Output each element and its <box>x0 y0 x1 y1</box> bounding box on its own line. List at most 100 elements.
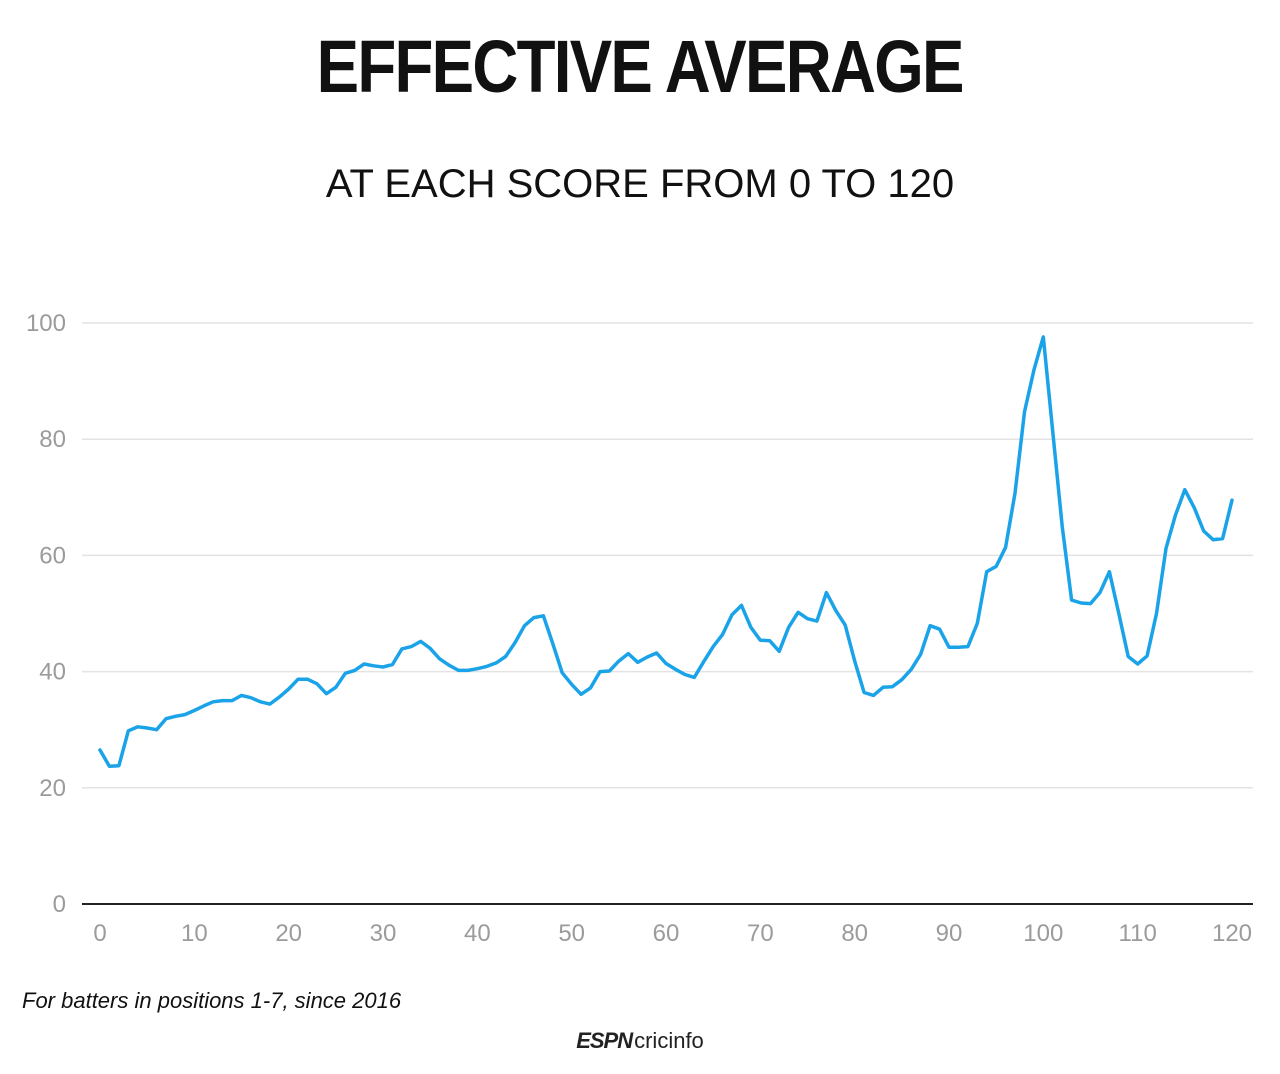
logo-cricinfo: cricinfo <box>634 1028 704 1053</box>
data-point-107 <box>1108 570 1111 573</box>
data-point-6 <box>155 728 158 731</box>
espncricinfo-logo: ESPNcricinfo <box>0 1028 1280 1054</box>
data-point-85 <box>900 678 903 681</box>
data-point-54 <box>608 670 611 673</box>
data-point-49 <box>561 671 564 674</box>
data-point-67 <box>731 613 734 616</box>
x-tick-label-50: 50 <box>558 920 585 947</box>
x-tick-label-40: 40 <box>464 920 491 947</box>
data-point-0 <box>99 749 102 752</box>
data-point-29 <box>372 664 375 667</box>
x-tick-label-60: 60 <box>653 920 680 947</box>
data-point-27 <box>353 669 356 672</box>
data-point-106 <box>1098 591 1101 594</box>
data-point-96 <box>1004 546 1007 549</box>
data-point-48 <box>551 642 554 645</box>
data-point-120 <box>1231 499 1234 502</box>
y-tick-label-60: 60 <box>39 542 66 569</box>
data-point-65 <box>712 645 715 648</box>
data-point-19 <box>278 696 281 699</box>
x-tick-label-90: 90 <box>936 920 963 947</box>
data-point-20 <box>287 688 290 691</box>
data-point-24 <box>325 692 328 695</box>
data-point-50 <box>570 683 573 686</box>
y-tick-label-100: 100 <box>26 310 66 337</box>
data-point-115 <box>1183 488 1186 491</box>
data-point-108 <box>1117 612 1120 615</box>
data-point-64 <box>702 660 705 663</box>
data-point-100 <box>1042 335 1045 338</box>
data-point-104 <box>1080 602 1083 605</box>
y-tick-label-80: 80 <box>39 426 66 453</box>
data-point-12 <box>212 700 215 703</box>
data-point-26 <box>344 672 347 675</box>
x-tick-label-10: 10 <box>181 920 208 947</box>
chart-title-text: EFFECTIVE AVERAGE <box>316 25 965 108</box>
data-point-57 <box>636 661 639 664</box>
data-point-16 <box>249 696 252 699</box>
data-point-44 <box>514 641 517 644</box>
data-point-80 <box>853 660 856 663</box>
data-point-63 <box>693 676 696 679</box>
data-point-15 <box>240 694 243 697</box>
data-point-59 <box>655 652 658 655</box>
x-tick-label-110: 110 <box>1119 920 1157 947</box>
data-point-55 <box>617 660 620 663</box>
data-point-2 <box>117 764 120 767</box>
data-point-71 <box>768 639 771 642</box>
data-point-70 <box>759 639 762 642</box>
data-point-25 <box>334 686 337 689</box>
data-point-22 <box>306 678 309 681</box>
data-point-92 <box>966 645 969 648</box>
data-point-62 <box>683 673 686 676</box>
data-point-35 <box>429 647 432 650</box>
data-point-81 <box>863 691 866 694</box>
data-point-9 <box>183 713 186 716</box>
data-point-111 <box>1146 654 1149 657</box>
footnote: For batters in positions 1-7, since 2016 <box>22 988 402 1013</box>
data-point-32 <box>400 647 403 650</box>
data-point-1 <box>108 765 111 768</box>
data-point-73 <box>787 626 790 629</box>
data-point-68 <box>740 604 743 607</box>
data-point-86 <box>910 668 913 671</box>
x-tick-label-100: 100 <box>1023 920 1063 947</box>
data-point-41 <box>485 665 488 668</box>
data-point-98 <box>1023 410 1026 413</box>
data-point-36 <box>438 657 441 660</box>
data-point-3 <box>127 729 130 732</box>
data-point-14 <box>231 699 234 702</box>
data-point-113 <box>1165 547 1168 550</box>
data-point-117 <box>1202 530 1205 533</box>
data-point-42 <box>495 661 498 664</box>
x-tick-label-30: 30 <box>370 920 397 947</box>
data-point-88 <box>929 624 932 627</box>
data-point-74 <box>797 611 800 614</box>
data-point-116 <box>1193 506 1196 509</box>
data-point-37 <box>448 664 451 667</box>
data-point-61 <box>674 668 677 671</box>
data-point-23 <box>316 682 319 685</box>
data-point-40 <box>476 667 479 670</box>
data-point-83 <box>882 686 885 689</box>
x-tick-label-70: 70 <box>747 920 774 947</box>
data-point-17 <box>259 700 262 703</box>
chart-subtitle: AT EACH SCORE FROM 0 TO 120 <box>325 162 955 206</box>
x-tick-label-120: 120 <box>1212 920 1252 947</box>
data-point-99 <box>1032 369 1035 372</box>
data-point-45 <box>523 624 526 627</box>
data-point-77 <box>825 591 828 594</box>
chart-title: EFFECTIVE AVERAGE <box>0 30 1280 104</box>
data-point-109 <box>1127 655 1130 658</box>
data-point-89 <box>938 628 941 631</box>
data-point-30 <box>382 666 385 669</box>
data-point-79 <box>844 624 847 627</box>
data-point-46 <box>532 616 535 619</box>
data-point-4 <box>136 725 139 728</box>
data-point-11 <box>202 704 205 707</box>
data-point-87 <box>919 653 922 656</box>
data-point-38 <box>457 669 460 672</box>
data-point-105 <box>1089 602 1092 605</box>
data-point-102 <box>1061 525 1064 528</box>
data-point-21 <box>297 678 300 681</box>
